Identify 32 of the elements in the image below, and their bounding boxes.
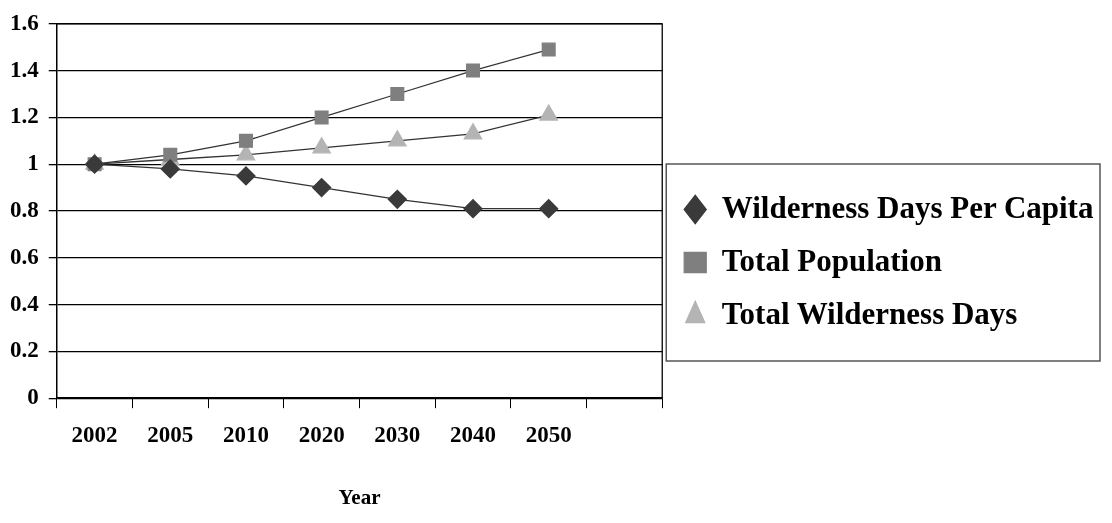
- point: [312, 177, 332, 198]
- x-tick-label: 2050: [525, 421, 572, 447]
- legend-label: Total Wilderness Days: [721, 295, 1018, 331]
- x-tick-label: 2030: [374, 421, 421, 447]
- point: [314, 110, 329, 125]
- y-tick-label: 0.6: [10, 243, 39, 269]
- point: [390, 86, 405, 102]
- y-tick-label: 0.2: [10, 337, 39, 363]
- point: [238, 133, 253, 148]
- y-tick-label: 0.8: [10, 196, 39, 222]
- y-tick-label: 1: [27, 150, 39, 176]
- point: [387, 189, 407, 209]
- x-tick-label: 2002: [71, 421, 118, 447]
- x-tick-label: 2040: [450, 421, 497, 447]
- x-tick-label: 2005: [147, 421, 194, 447]
- point: [539, 199, 559, 219]
- x-tick-label: 2020: [298, 421, 345, 447]
- point: [236, 166, 256, 186]
- point: [541, 42, 556, 57]
- y-tick-label: 0.4: [10, 290, 40, 316]
- y-tick-label: 0: [27, 384, 39, 410]
- y-tick-label: 1.4: [10, 56, 40, 82]
- x-tick-label: 2010: [222, 421, 269, 447]
- y-tick-label: 1.2: [10, 103, 39, 129]
- point: [160, 159, 180, 179]
- x-axis-title: Year: [338, 484, 381, 509]
- point: [163, 147, 178, 162]
- point: [463, 199, 483, 219]
- y-tick-label: 1.6: [10, 9, 39, 35]
- legend-label: Total Population: [721, 242, 942, 278]
- point: [466, 63, 481, 78]
- legend-label: Wilderness Days Per Capita: [721, 189, 1094, 225]
